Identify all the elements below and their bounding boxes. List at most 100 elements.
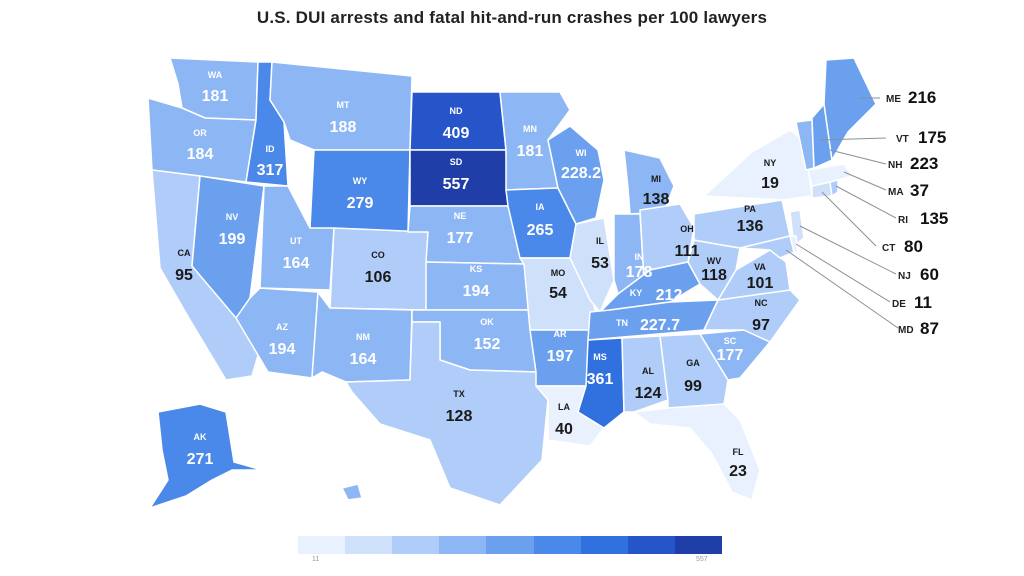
state-tx[interactable] <box>345 321 549 506</box>
state-value-ga: 99 <box>684 378 702 395</box>
state-value-nc: 97 <box>752 317 770 334</box>
map-title: U.S. DUI arrests and fatal hit-and-run c… <box>256 8 768 27</box>
state-value-mt: 188 <box>330 119 357 136</box>
state-abbr-oh: OH <box>680 224 694 234</box>
state-value-id: 317 <box>257 162 284 179</box>
state-value-ak: 271 <box>187 451 214 468</box>
state-ma[interactable] <box>807 163 853 187</box>
callout-value-ri: 135 <box>920 209 948 228</box>
state-wy[interactable] <box>309 149 411 233</box>
state-abbr-ny: NY <box>764 158 777 168</box>
state-al[interactable] <box>621 335 669 413</box>
state-value-nv: 199 <box>219 231 246 248</box>
state-value-or: 184 <box>187 146 214 163</box>
callout-abbr-vt: VT <box>896 134 909 145</box>
state-abbr-wy: WY <box>353 176 368 186</box>
state-abbr-wi: WI <box>576 148 587 158</box>
state-value-ut: 164 <box>283 255 310 272</box>
state-value-ks: 194 <box>463 283 490 300</box>
state-abbr-mo: MO <box>551 268 566 278</box>
state-abbr-sc: SC <box>724 336 737 346</box>
state-wi[interactable] <box>547 125 605 225</box>
state-value-mn: 181 <box>517 143 544 160</box>
state-abbr-tn: TN <box>616 318 628 328</box>
callout-value-md: 87 <box>920 319 939 338</box>
legend-swatch-6 <box>580 536 628 554</box>
state-value-ne: 177 <box>447 230 474 247</box>
state-value-wa: 181 <box>202 88 229 105</box>
state-ny[interactable] <box>703 129 813 201</box>
state-abbr-ne: NE <box>454 211 467 221</box>
state-abbr-ca: CA <box>178 248 191 258</box>
state-abbr-va: VA <box>754 262 766 272</box>
state-abbr-mt: MT <box>337 100 350 110</box>
callout-value-de: 11 <box>914 293 932 312</box>
state-value-wi: 228.2 <box>561 165 601 182</box>
state-abbr-pa: PA <box>744 204 756 214</box>
state-abbr-wa: WA <box>208 70 223 80</box>
state-value-in: 178 <box>626 264 653 281</box>
state-value-oh: 111 <box>675 243 700 260</box>
state-value-ny: 19 <box>761 175 779 192</box>
state-value-tn: 227.7 <box>640 317 680 334</box>
state-value-la: 40 <box>555 421 573 438</box>
state-value-al: 124 <box>635 385 662 402</box>
callout-abbr-nj: NJ <box>898 271 911 282</box>
state-abbr-ks: KS <box>470 264 483 274</box>
state-me[interactable] <box>823 57 877 161</box>
state-value-ky: 212 <box>656 287 683 304</box>
state-ak[interactable] <box>149 403 263 509</box>
legend-swatch-7 <box>627 536 675 554</box>
state-mt[interactable] <box>269 61 413 151</box>
state-abbr-ms: MS <box>593 352 607 362</box>
legend-swatch-2 <box>392 536 440 554</box>
state-abbr-sd: SD <box>450 157 463 167</box>
legend-swatch-8 <box>674 536 722 554</box>
state-abbr-mi: MI <box>651 174 661 184</box>
legend-swatch-0 <box>298 536 346 554</box>
state-de[interactable] <box>789 235 799 253</box>
state-value-tx: 128 <box>446 408 473 425</box>
state-value-fl: 23 <box>729 463 747 480</box>
state-value-wy: 279 <box>347 195 374 212</box>
state-value-az: 194 <box>269 341 296 358</box>
state-abbr-nm: NM <box>356 332 370 342</box>
state-value-ms: 361 <box>587 371 614 388</box>
state-fl[interactable] <box>633 403 761 501</box>
legend-max-label: 557 <box>696 556 708 563</box>
callout-abbr-md: MD <box>898 325 914 336</box>
state-abbr-mn: MN <box>523 124 537 134</box>
color-scale-legend <box>298 536 722 554</box>
state-value-va: 101 <box>747 275 774 292</box>
legend-swatch-5 <box>533 536 581 554</box>
state-hi[interactable] <box>341 483 363 501</box>
state-abbr-la: LA <box>558 402 570 412</box>
state-abbr-ok: OK <box>480 317 494 327</box>
legend-swatch-4 <box>486 536 534 554</box>
state-value-ar: 197 <box>547 348 574 365</box>
callout-abbr-ct: CT <box>882 243 895 254</box>
state-abbr-nd: ND <box>450 106 463 116</box>
state-abbr-nc: NC <box>755 298 768 308</box>
callout-abbr-me: ME <box>886 94 901 105</box>
state-ri[interactable] <box>829 179 839 197</box>
state-value-sd: 557 <box>443 176 470 193</box>
state-abbr-ky: KY <box>630 288 643 298</box>
state-value-pa: 136 <box>737 218 764 235</box>
state-value-ia: 265 <box>527 222 554 239</box>
state-value-nd: 409 <box>443 125 470 142</box>
state-md[interactable] <box>739 235 795 259</box>
state-value-mi: 138 <box>643 191 670 208</box>
callout-value-nh: 223 <box>910 154 938 173</box>
state-abbr-wv: WV <box>707 256 722 266</box>
state-abbr-nv: NV <box>226 212 239 222</box>
state-abbr-ak: AK <box>194 432 207 442</box>
state-abbr-ia: IA <box>536 202 546 212</box>
state-abbr-az: AZ <box>276 322 288 332</box>
callout-value-vt: 175 <box>918 128 946 147</box>
state-abbr-in: IN <box>635 252 644 262</box>
state-value-mo: 54 <box>549 285 567 302</box>
callout-abbr-nh: NH <box>888 160 902 171</box>
state-value-ca: 95 <box>175 267 193 284</box>
